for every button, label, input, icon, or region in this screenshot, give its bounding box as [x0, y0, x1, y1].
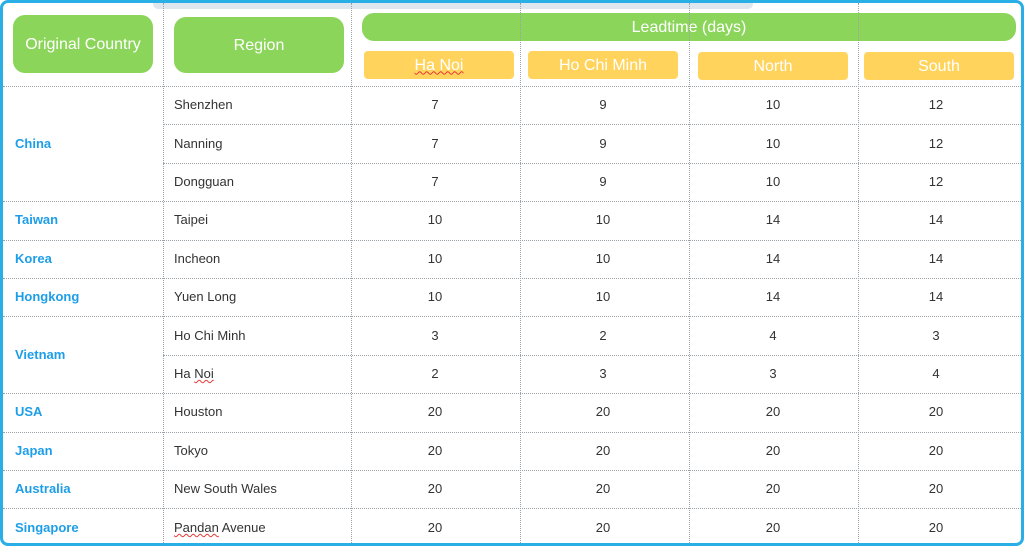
row-divider: [3, 278, 1021, 279]
country-label: China: [15, 136, 52, 151]
leadtime-value: 20: [427, 404, 443, 419]
leadtime-value: 12: [928, 174, 944, 189]
region-label: Yuen Long: [174, 289, 237, 304]
leadtime-value: 2: [431, 366, 439, 381]
leadtime-value: 7: [431, 136, 439, 151]
leadtime-value: 10: [765, 136, 781, 151]
leadtime-value: 20: [595, 443, 611, 458]
row-divider: [3, 240, 1021, 241]
row-divider: [163, 163, 1021, 164]
header-dest-ho-chi-minh: Ho Chi Minh: [528, 51, 678, 79]
region-label: Incheon: [174, 251, 221, 266]
row-divider: [3, 393, 1021, 394]
leadtime-value: 20: [427, 520, 443, 535]
header-dest-south: South: [864, 52, 1014, 80]
country-label: Hongkong: [15, 289, 80, 304]
row-divider: [3, 316, 1021, 317]
country-label: Singapore: [15, 520, 79, 535]
region-label: Tokyo: [174, 443, 208, 458]
country-label: Vietnam: [15, 347, 66, 362]
column-divider: [351, 3, 352, 543]
leadtime-value: 3: [769, 366, 777, 381]
leadtime-value: 3: [431, 328, 439, 343]
header-original-country: Original Country: [13, 15, 153, 73]
leadtime-value: 20: [765, 404, 781, 419]
leadtime-value: 9: [599, 97, 607, 112]
column-divider: [520, 3, 521, 543]
leadtime-value: 20: [928, 404, 944, 419]
region-label: Ho Chi Minh: [174, 328, 246, 343]
row-divider: [3, 508, 1021, 509]
leadtime-value: 20: [765, 520, 781, 535]
row-divider: [163, 124, 1021, 125]
leadtime-value: 10: [595, 251, 611, 266]
country-label: Korea: [15, 251, 52, 266]
header-region: Region: [174, 17, 344, 73]
leadtime-value: 14: [765, 289, 781, 304]
leadtime-value: 20: [595, 520, 611, 535]
leadtime-value: 20: [595, 481, 611, 496]
leadtime-value: 10: [595, 212, 611, 227]
leadtime-value: 10: [765, 174, 781, 189]
country-label: USA: [15, 404, 43, 419]
leadtime-value: 20: [427, 481, 443, 496]
leadtime-value: 20: [928, 481, 944, 496]
leadtime-value: 10: [427, 251, 443, 266]
region-label: Nanning: [174, 136, 223, 151]
leadtime-value: 9: [599, 136, 607, 151]
region-label: Ha Noi: [174, 366, 214, 381]
leadtime-value: 14: [765, 251, 781, 266]
row-divider: [163, 355, 1021, 356]
row-divider: [3, 201, 1021, 202]
country-label: Japan: [15, 443, 53, 458]
column-divider: [689, 3, 690, 543]
region-label: Houston: [174, 404, 223, 419]
leadtime-value: 20: [928, 443, 944, 458]
top-strip: [153, 3, 753, 9]
region-label: Dongguan: [174, 174, 234, 189]
leadtime-value: 2: [599, 328, 607, 343]
leadtime-value: 12: [928, 97, 944, 112]
leadtime-value: 14: [928, 212, 944, 227]
column-divider: [858, 3, 859, 543]
leadtime-value: 20: [595, 404, 611, 419]
leadtime-value: 20: [765, 443, 781, 458]
leadtime-value: 14: [928, 251, 944, 266]
row-divider: [3, 86, 1021, 87]
leadtime-value: 3: [932, 328, 940, 343]
region-label: New South Wales: [174, 481, 277, 496]
column-divider: [163, 3, 164, 543]
leadtime-value: 3: [599, 366, 607, 381]
leadtime-value: 20: [427, 443, 443, 458]
leadtime-value: 10: [595, 289, 611, 304]
leadtime-value: 7: [431, 174, 439, 189]
leadtime-value: 4: [932, 366, 940, 381]
header-dest-north: North: [698, 52, 848, 80]
country-label: Australia: [15, 481, 71, 496]
region-label: Shenzhen: [174, 97, 233, 112]
leadtime-value: 14: [928, 289, 944, 304]
leadtime-value: 14: [765, 212, 781, 227]
leadtime-value: 9: [599, 174, 607, 189]
region-label: Pandan Avenue: [174, 520, 266, 535]
leadtime-value: 20: [928, 520, 944, 535]
leadtime-value: 10: [765, 97, 781, 112]
row-divider: [3, 432, 1021, 433]
region-label: Taipei: [174, 212, 208, 227]
leadtime-value: 4: [769, 328, 777, 343]
leadtime-value: 12: [928, 136, 944, 151]
country-label: Taiwan: [15, 212, 59, 227]
row-divider: [3, 470, 1021, 471]
leadtime-value: 20: [765, 481, 781, 496]
leadtime-value: 10: [427, 289, 443, 304]
header-dest-ha-noi: Ha Noi: [364, 51, 514, 79]
leadtime-value: 10: [427, 212, 443, 227]
leadtime-value: 7: [431, 97, 439, 112]
